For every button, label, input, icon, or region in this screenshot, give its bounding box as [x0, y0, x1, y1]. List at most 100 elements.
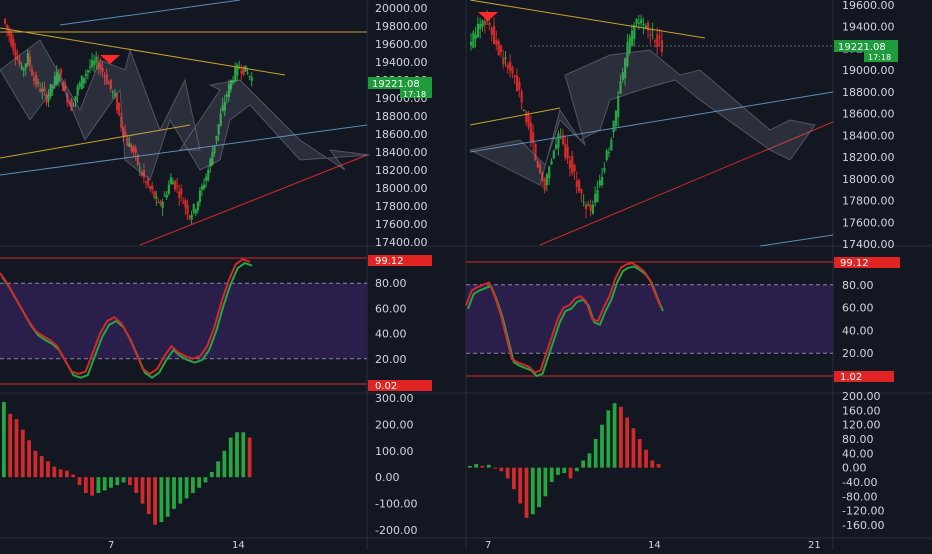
left-price-tick-label: 18400.00	[375, 146, 428, 159]
right-price-tag-value: 19221.08	[838, 42, 886, 53]
left-candle-body	[196, 201, 200, 211]
left-candle-body	[155, 196, 158, 199]
right-candle-body	[520, 91, 523, 103]
left-candle-body	[215, 135, 218, 141]
right-macd-tick-label: 200.00	[842, 390, 881, 403]
right-candle-body	[522, 110, 526, 112]
right-candle-body	[492, 25, 496, 45]
left-candle-body	[91, 59, 94, 67]
right-price-tick-label: 18000.00	[842, 173, 895, 186]
right-candle-body	[594, 194, 597, 203]
right-candle-body	[506, 64, 509, 69]
left-candle-body	[250, 77, 253, 81]
right-candle-body	[538, 164, 542, 173]
right-candle-body	[603, 167, 606, 172]
left-candle-body	[24, 63, 27, 69]
left-macd-bar	[52, 466, 57, 478]
right-candle-body	[490, 28, 493, 35]
left-chart: 20000.0019800.0019600.0019400.0019200.00…	[0, 0, 428, 537]
right-stoch-bottom-tag: 1.02	[834, 371, 894, 383]
right-candle-body	[518, 81, 521, 90]
right-candle-body	[552, 150, 555, 159]
left-macd-bar	[39, 456, 44, 478]
left-candle-body	[211, 152, 214, 166]
left-candle-body	[182, 202, 185, 204]
right-candle-body	[532, 132, 535, 144]
left-date-label-1: 7	[108, 540, 114, 550]
right-candle-body	[651, 29, 654, 31]
left-macd-bar	[165, 477, 170, 517]
left-candle-body	[186, 204, 189, 215]
left-candle-body	[130, 145, 133, 152]
left-macd-bar	[172, 477, 176, 509]
right-chart: 19600.0019400.0019200.0019000.0018800.00…	[465, 0, 895, 532]
left-macd-bar	[184, 477, 189, 499]
left-candle-body	[14, 50, 17, 58]
right-candle-body	[497, 40, 500, 55]
left-signal-arrow-icon	[100, 55, 120, 64]
right-stoch-top-value: 99.12	[840, 258, 869, 269]
left-candle-body	[138, 167, 141, 169]
left-candle-body	[209, 158, 212, 167]
left-candle-body	[22, 68, 25, 71]
left-stoch-tick-label: 40.00	[375, 328, 407, 341]
left-candle-body	[18, 59, 21, 65]
left-macd-bar	[8, 413, 13, 478]
right-macd-tick-label: 80.00	[842, 433, 874, 446]
left-candle-body	[113, 93, 117, 96]
left-candle-body	[115, 94, 119, 111]
right-candle-body	[543, 178, 546, 190]
right-candle-body	[571, 156, 574, 174]
left-candle-body	[227, 84, 231, 98]
left-candle-body	[103, 75, 106, 77]
right-macd-bar	[468, 465, 472, 468]
left-candle-body	[37, 82, 40, 84]
right-candle-body	[568, 160, 572, 169]
right-candle-body	[488, 22, 491, 26]
right-stoch-bottom-value: 1.02	[840, 372, 862, 383]
left-channel-line	[0, 124, 191, 159]
right-price-tick-label: 19000.00	[842, 64, 895, 77]
right-candle-body	[564, 143, 567, 158]
right-candle-body	[541, 172, 544, 182]
right-candle-body	[481, 20, 484, 27]
left-candle-body	[41, 89, 44, 92]
left-candle-body	[159, 201, 162, 205]
left-candle-body	[151, 185, 154, 190]
left-price-tick-label: 18000.00	[375, 182, 428, 195]
right-candle-body	[527, 114, 530, 128]
right-candle-body	[596, 189, 599, 203]
left-time-tag: 17:18	[403, 90, 426, 99]
right-macd-tick-label: 120.00	[842, 419, 881, 432]
right-candle-body	[575, 181, 578, 187]
left-candle-body	[180, 188, 183, 195]
right-macd-bar	[486, 464, 491, 468]
left-candle-body	[157, 202, 160, 204]
left-candle-body	[33, 77, 36, 81]
left-macd-bar	[77, 477, 82, 486]
left-macd-bar	[115, 477, 120, 486]
left-candle-body	[198, 190, 202, 203]
right-candle-body	[649, 34, 652, 36]
right-macd-bar	[656, 464, 661, 468]
right-macd-bar	[537, 467, 541, 508]
right-stoch-band	[466, 284, 833, 354]
left-candle-body	[169, 177, 173, 185]
right-macd-tick-label: -40.00	[842, 476, 877, 489]
right-candle-body	[591, 204, 595, 214]
left-candle-body	[161, 201, 164, 208]
right-macd-bar	[593, 439, 598, 468]
right-macd-bar	[581, 460, 586, 468]
left-candle-body	[240, 70, 243, 74]
left-candle-body	[4, 18, 7, 24]
left-candle-body	[93, 61, 96, 66]
right-candle-body	[653, 40, 657, 42]
right-candle-body	[470, 42, 473, 46]
left-stoch-k-line	[0, 258, 251, 376]
left-candle-body	[147, 178, 150, 186]
right-macd-bar	[499, 467, 504, 472]
right-candle-body	[640, 19, 643, 24]
right-macd-bar	[618, 406, 623, 468]
right-candle-body	[483, 21, 486, 25]
